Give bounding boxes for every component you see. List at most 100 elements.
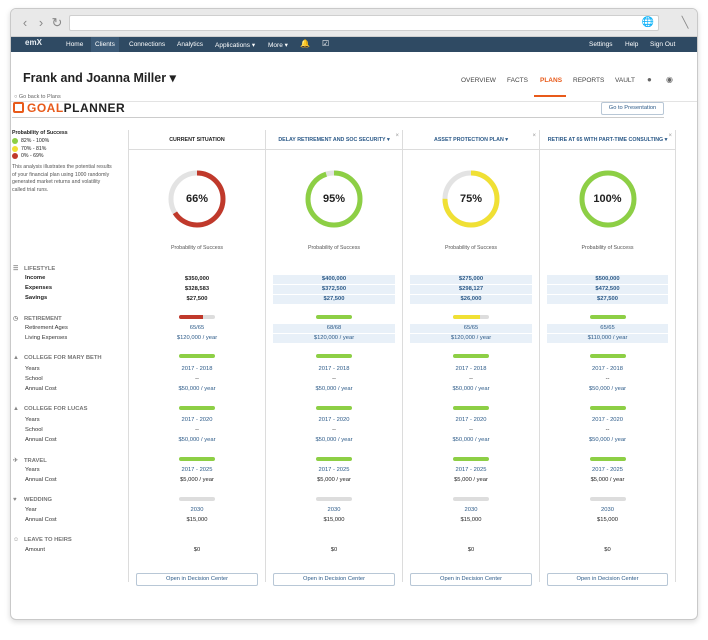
scenario-title[interactable]: ASSET PROTECTION PLAN ▾ <box>403 130 539 150</box>
scenario-title[interactable]: RETIRE AT 65 WITH PART-TIME CONSULTING ▾ <box>540 130 675 150</box>
go-to-presentation-button[interactable]: Go to Presentation <box>601 102 664 115</box>
wedding-year-value[interactable]: 2030 <box>601 507 614 513</box>
college-cost-value[interactable]: $50,000 / year <box>178 437 216 443</box>
college-years-value[interactable]: 2017 - 2018 <box>181 366 213 372</box>
scenario-title[interactable]: DELAY RETIREMENT AND SOC SECURITY ▾ <box>266 130 402 150</box>
progress-fill <box>589 315 626 319</box>
college-years-value[interactable]: 2017 - 2020 <box>455 417 487 423</box>
wedding-year-value[interactable]: 2030 <box>327 507 341 513</box>
savings-value[interactable]: $27,500 <box>273 295 395 304</box>
living-expenses-value[interactable]: $120,000 / year <box>273 334 395 343</box>
checkbox-icon[interactable]: ☑ <box>322 39 330 48</box>
college-years-value[interactable]: 2017 - 2018 <box>318 366 350 372</box>
user-icon[interactable]: ● <box>647 75 652 84</box>
college-cost-value[interactable]: $50,000 / year <box>315 386 353 392</box>
close-icon[interactable]: × <box>532 133 536 139</box>
tab-plans[interactable]: PLANS <box>540 77 563 84</box>
row-label: Retirement Ages <box>25 325 68 331</box>
progress-bar <box>589 406 626 410</box>
open-decision-center-button[interactable]: Open in Decision Center <box>273 573 395 586</box>
address-bar[interactable]: 🌐 <box>69 15 659 31</box>
globe-icon: 🌐 <box>641 17 654 28</box>
college-years-value[interactable]: 2017 - 2018 <box>455 366 487 372</box>
wedding-year-value[interactable]: 2030 <box>190 507 204 513</box>
expenses-value[interactable]: $472,500 <box>547 285 668 294</box>
living-expenses-value[interactable]: $110,000 / year <box>547 334 668 343</box>
nav-connections[interactable]: Connections <box>129 41 166 48</box>
tab-vault[interactable]: VAULT <box>615 77 635 84</box>
income-value[interactable]: $400,000 <box>273 275 395 284</box>
browser-toolbar: ‹ › ↻ 🌐 ╲ <box>11 9 697 37</box>
back-link[interactable]: ○ Go back to Plans <box>14 94 61 100</box>
nav-more[interactable]: More ▾ <box>268 42 288 49</box>
expenses-value[interactable]: $298,127 <box>410 285 532 294</box>
close-icon[interactable]: × <box>395 133 399 139</box>
college-cost-value[interactable]: $50,000 / year <box>452 386 490 392</box>
chevron-left-icon[interactable]: ‹ <box>22 15 28 30</box>
college-cost-value[interactable]: $50,000 / year <box>452 437 490 443</box>
chevron-right-icon[interactable]: › <box>38 15 44 30</box>
heirs-amount-value: $0 <box>330 547 338 553</box>
nav-settings[interactable]: Settings <box>589 41 613 48</box>
nav-help[interactable]: Help <box>625 41 639 48</box>
nav-applications[interactable]: Applications ▾ <box>215 42 256 49</box>
progress-fill <box>589 354 626 358</box>
expenses-value[interactable]: $372,500 <box>273 285 395 294</box>
bell-icon[interactable]: 🔔 <box>300 39 310 48</box>
close-icon[interactable]: × <box>668 133 672 139</box>
bars-icon: ☰ <box>13 266 19 272</box>
legend-label: 82% - 100% <box>21 138 50 144</box>
travel-years-value[interactable]: 2017 - 2025 <box>455 467 487 473</box>
living-expenses-value[interactable]: $120,000 / year <box>176 335 218 341</box>
progress-fill <box>453 406 489 410</box>
open-decision-center-button[interactable]: Open in Decision Center <box>410 573 532 586</box>
travel-years-value[interactable]: 2017 - 2025 <box>181 467 213 473</box>
open-decision-center-button[interactable]: Open in Decision Center <box>547 573 668 586</box>
progress-bar <box>589 354 626 358</box>
success-percent: 75% <box>459 193 483 205</box>
retirement-ages-value[interactable]: 65/65 <box>547 324 668 333</box>
progress-fill <box>453 354 489 358</box>
legend-dot-yellow <box>12 145 18 152</box>
retirement-ages-value[interactable]: 65/65 <box>410 324 532 333</box>
college-cost-value[interactable]: $50,000 / year <box>315 437 353 443</box>
open-decision-center-button[interactable]: Open in Decision Center <box>136 573 258 586</box>
college-cost-value[interactable]: $50,000 / year <box>588 386 627 392</box>
wedding-year-value[interactable]: 2030 <box>464 507 478 513</box>
retirement-ages-value[interactable]: 65/65 <box>189 325 205 331</box>
globe-icon[interactable]: ◉ <box>666 75 673 84</box>
goal-planner-icon <box>13 102 24 113</box>
graduation-cap-icon: ▲ <box>13 355 19 361</box>
income-value[interactable]: $275,000 <box>410 275 532 284</box>
legend-dot-green <box>12 138 18 144</box>
section-lifestyle: ☰ LIFESTYLE <box>13 265 55 273</box>
travel-years-value[interactable]: 2017 - 2025 <box>592 467 623 473</box>
app-logo[interactable]: emX <box>25 38 42 47</box>
college-years-value[interactable]: 2017 - 2018 <box>592 366 623 372</box>
tab-facts[interactable]: FACTS <box>507 77 528 84</box>
college-years-value[interactable]: 2017 - 2020 <box>318 417 350 423</box>
nav-home[interactable]: Home <box>66 41 84 48</box>
travel-years-value[interactable]: 2017 - 2025 <box>318 467 350 473</box>
tab-reports[interactable]: REPORTS <box>573 77 605 84</box>
savings-value[interactable]: $26,000 <box>410 295 532 304</box>
extension-icon[interactable]: ╲ <box>681 17 689 29</box>
heirs-amount-value: $0 <box>604 547 611 553</box>
college-cost-value[interactable]: $50,000 / year <box>178 386 216 392</box>
client-name-dropdown[interactable]: Frank and Joanna Miller ▾ <box>23 71 176 85</box>
heart-icon: ♥ <box>13 497 17 503</box>
college-years-value[interactable]: 2017 - 2020 <box>181 417 213 423</box>
college-cost-value[interactable]: $50,000 / year <box>588 437 627 443</box>
progress-bar <box>589 497 626 501</box>
reload-icon[interactable]: ↻ <box>51 15 63 30</box>
legend-item: 82% - 100% <box>12 138 112 144</box>
tab-overview[interactable]: OVERVIEW <box>461 77 496 84</box>
income-value[interactable]: $500,000 <box>547 275 668 284</box>
retirement-ages-value[interactable]: 68/68 <box>273 324 395 333</box>
college-years-value[interactable]: 2017 - 2020 <box>592 417 623 423</box>
living-expenses-value[interactable]: $120,000 / year <box>410 334 532 343</box>
nav-clients[interactable]: Clients <box>91 37 119 52</box>
nav-sign-out[interactable]: Sign Out <box>650 41 676 48</box>
nav-analytics[interactable]: Analytics <box>177 41 204 48</box>
savings-value[interactable]: $27,500 <box>547 295 668 304</box>
